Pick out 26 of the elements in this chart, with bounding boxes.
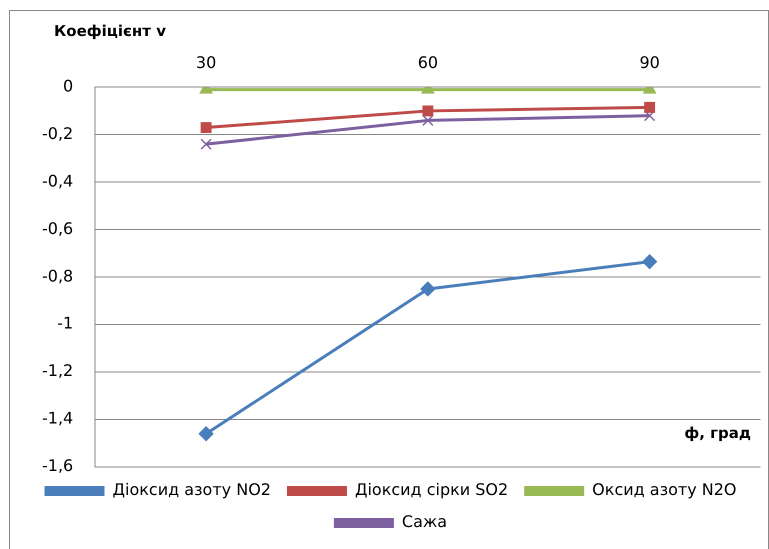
y-tick-label: -1,4 — [42, 408, 74, 428]
y-tick-label: -0,6 — [42, 218, 74, 238]
y-tick-label: -0,2 — [42, 124, 74, 143]
point — [422, 114, 434, 126]
x-axis-title: ф, град — [684, 424, 751, 442]
y-tick-label: -1 — [57, 314, 74, 333]
point — [200, 138, 212, 150]
point — [642, 254, 658, 270]
y-tick-label: -0,8 — [42, 266, 74, 286]
point — [200, 122, 212, 134]
x-tick-label: 30 — [196, 52, 216, 72]
point — [422, 105, 434, 116]
legend-label: Сажа — [402, 512, 448, 532]
legend-label: Діоксид азоту NO2 — [112, 480, 271, 500]
y-tick-label: -1,2 — [42, 361, 74, 380]
point — [198, 426, 214, 442]
x-tick-label: 90 — [639, 52, 660, 72]
y-tick-label: -1,6 — [42, 456, 74, 476]
y-tick-label: 0 — [63, 76, 74, 96]
x-tick-label: 60 — [418, 52, 438, 72]
y-tick-label: -0,4 — [42, 171, 74, 190]
y-axis-title: Коефіцієнт v — [54, 22, 166, 40]
point — [420, 281, 436, 296]
legend-label: Оксид азоту N2O — [592, 480, 737, 500]
point — [644, 102, 656, 113]
legend-label: Діоксид сірки SO2 — [354, 480, 508, 500]
